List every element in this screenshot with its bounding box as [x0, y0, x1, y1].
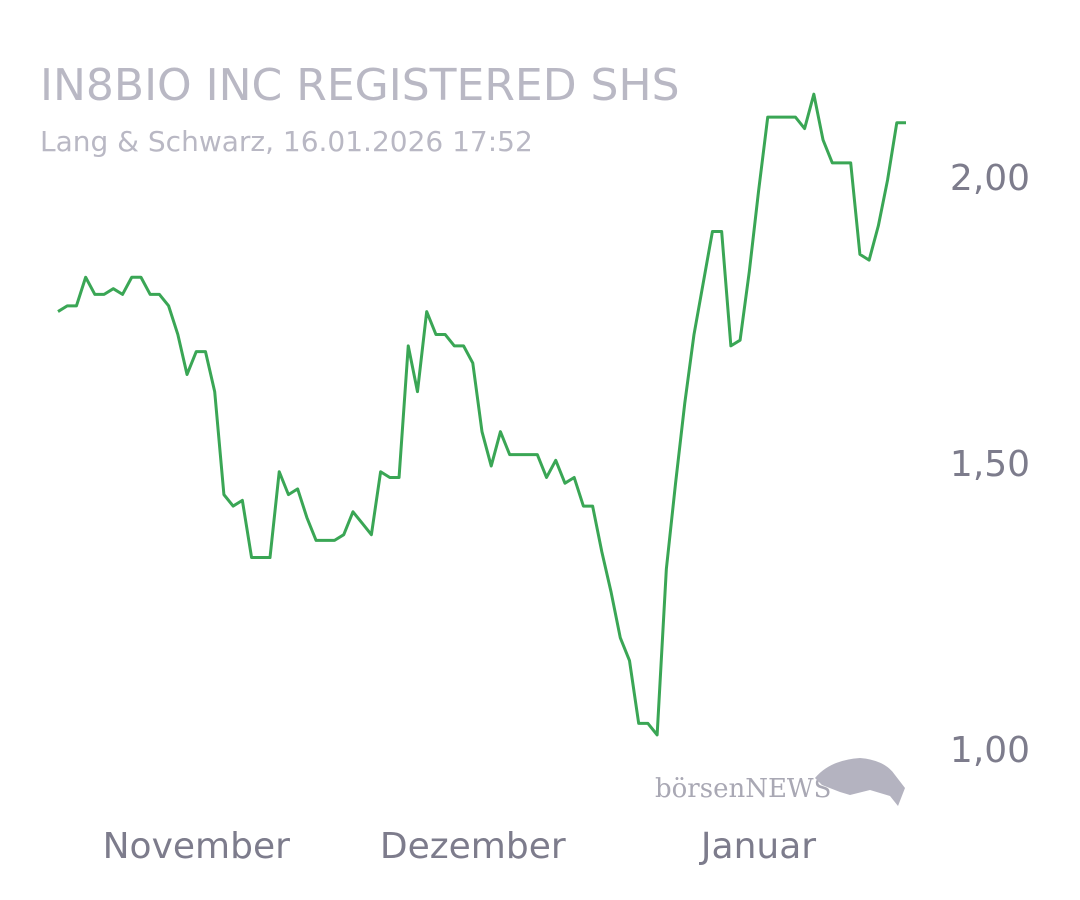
y-tick-label: 1,50	[950, 444, 1030, 485]
logo-text: börsenNEWS	[655, 774, 831, 804]
chart-title: IN8BIO INC REGISTERED SHS	[40, 60, 680, 111]
x-tick-label: November	[103, 826, 290, 867]
y-tick-label: 1,00	[950, 730, 1030, 771]
logo-bull	[815, 758, 905, 806]
chart-subtitle: Lang & Schwarz, 16.01.2026 17:52	[40, 125, 533, 158]
price-line	[57, 92, 906, 737]
x-tick-label: Januar	[699, 826, 816, 867]
y-tick-label: 2,00	[950, 158, 1030, 199]
x-tick-label: Dezember	[380, 826, 566, 867]
